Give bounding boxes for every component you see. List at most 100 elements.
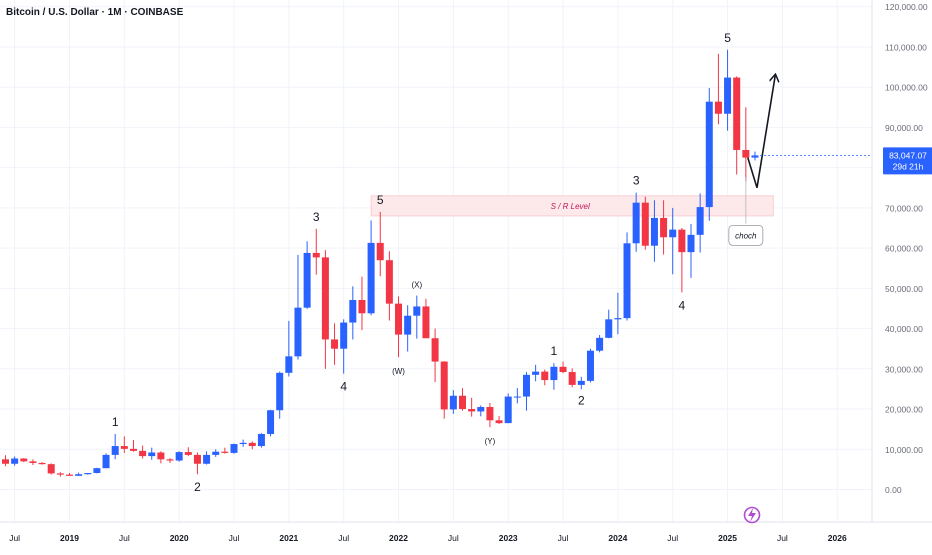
candle [459,388,466,411]
candle-body [258,434,265,446]
candle-body [569,372,576,385]
candle [258,433,265,447]
candle [413,296,420,339]
candle-body [505,397,512,424]
candle-body [477,407,484,411]
candle [29,459,36,465]
candle-body [404,316,411,335]
candle [112,434,119,459]
chart-title: Bitcoin / U.S. Dollar · 1M · COINBASE [6,7,183,18]
candle [368,220,375,315]
candle-body [660,218,667,237]
candle-body [422,306,429,338]
candle-body [139,451,146,456]
candle [724,50,731,131]
candle [185,447,192,456]
candle [550,363,557,390]
candle [395,296,402,357]
candle [349,286,356,339]
time-tick-label: Jul [558,533,569,543]
candle-body [157,452,164,459]
candle-body [167,459,174,460]
candle-body [130,449,137,451]
candle-body [541,372,548,380]
price-tick-label: 50,000.00 [885,284,923,294]
wave-label: 1 [112,415,119,429]
candle [121,436,128,452]
candle [751,152,758,161]
time-tick-label: 2021 [279,533,298,543]
wave-label: 1 [551,344,558,358]
candle-body [724,78,731,114]
candle-body [11,459,18,464]
time-tick-label: 2019 [60,533,79,543]
price-tag-countdown: 29d 21h [893,161,924,171]
candle-body [194,455,201,464]
candle [560,362,567,374]
candle [267,410,274,437]
candle [614,293,621,334]
candle [331,323,338,364]
candle [605,310,612,339]
candle [20,458,27,462]
candle [642,197,649,250]
candle [477,405,484,416]
candle-body [48,464,55,473]
candle-body [715,102,722,114]
price-axis: 120,000.00110,000.00100,000.0090,000.008… [872,0,928,522]
candle [422,299,429,338]
wave-label: 3 [313,210,320,224]
candle-body [386,260,393,303]
candle [706,88,713,221]
candle [514,388,521,403]
time-tick-label: 2025 [718,533,737,543]
price-tick-label: 10,000.00 [885,445,923,455]
candle [486,403,493,427]
candle [249,441,256,449]
time-tick-label: Jul [448,533,459,543]
candle [404,305,411,351]
candle-body [578,381,585,385]
candle [578,377,585,389]
candle-body [523,375,530,397]
logo-bolt [748,508,756,522]
choch-label: choch [735,231,757,240]
candle-body [203,455,210,464]
candle-body [377,243,384,260]
candle-body [496,420,503,423]
sr-zone-label: S / R Level [551,202,590,211]
candle-body [240,443,247,444]
logo-icon [745,508,760,523]
price-tick-label: 120,000.00 [885,2,928,12]
candle-body [669,230,676,238]
candle-body [459,396,466,409]
wave-label: 4 [679,298,686,312]
grid [0,0,872,522]
candle [75,473,82,476]
wave-label: (W) [392,367,405,376]
time-tick-label: Jul [777,533,788,543]
candle [130,440,137,452]
candle-body [29,461,36,463]
price-tag-value: 83,047.07 [889,150,927,160]
candle-body [349,300,356,323]
candle-body [221,452,228,453]
candle-body [249,443,256,446]
candle [596,335,603,352]
time-tick-label: 2020 [170,533,189,543]
candle-body [148,452,155,456]
price-tick-label: 110,000.00 [885,42,927,52]
candle-body [57,473,64,474]
candle [541,370,548,386]
candle-body [276,373,283,410]
candle-body [587,351,594,381]
candle-body [450,396,457,410]
candle-body [605,319,612,338]
wave-label: 2 [194,480,201,494]
candle-body [313,253,320,257]
candle [203,451,210,464]
candle [688,224,695,278]
candle-body [20,459,27,462]
wave-label: (Y) [485,437,496,446]
candle [678,228,685,292]
